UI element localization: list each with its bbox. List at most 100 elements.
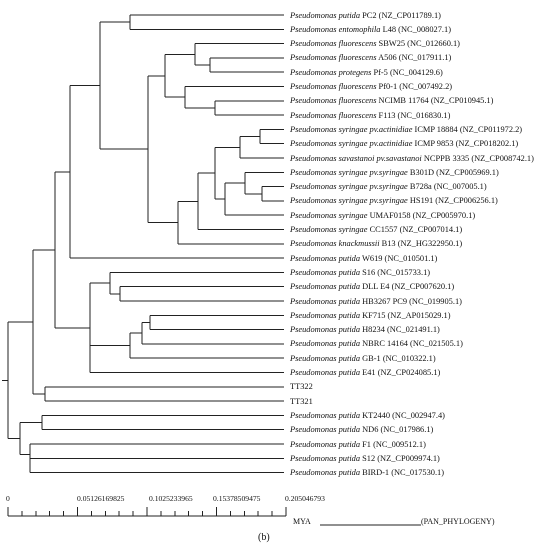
leaf-strain: KT2440 (NC_002947.4) <box>362 410 445 420</box>
leaf-taxon: Pseudomonas putida <box>290 453 361 463</box>
leaf-strain: HB3267 PC9 (NC_019905.1) <box>362 296 462 306</box>
leaf-label: Pseudomonas putida PC2 (NZ_CP011789.1) <box>290 9 441 22</box>
leaf-strain: KF715 (NZ_AP015029.1) <box>362 310 451 320</box>
leaf-label: Pseudomonas putida KT2440 (NC_002947.4) <box>290 409 445 422</box>
leaf-strain: W619 (NC_010501.1) <box>361 253 438 263</box>
leaf-taxon: Pseudomonas knackmussii <box>290 239 380 249</box>
leaf-taxon: Pseudomonas syringae <box>290 210 368 220</box>
leaf-taxon: Pseudomonas syringae pv.syringae <box>290 196 408 206</box>
leaf-taxon: Pseudomonas putida <box>290 425 361 435</box>
leaf-taxon: Pseudomonas fluorescens <box>290 39 377 49</box>
leaf-label: Pseudomonas fluorescens Pf0-1 (NC_007492… <box>290 80 452 93</box>
leaf-label: Pseudomonas putida GB-1 (NC_010322.1) <box>290 352 436 365</box>
leaf-strain: UMAF0158 (NZ_CP005970.1) <box>369 210 476 220</box>
leaf-strain: ICMP 9853 (NZ_CP018202.1) <box>414 139 519 149</box>
leaf-taxon: Pseudomonas putida <box>290 325 361 335</box>
leaf-strain: GB-1 (NC_010322.1) <box>362 353 436 363</box>
leaf-label: Pseudomonas putida H8234 (NC_021491.1) <box>290 323 440 336</box>
leaf-label: Pseudomonas putida NBRC 14164 (NC_021505… <box>290 337 463 350</box>
leaf-strain: PC2 (NZ_CP011789.1) <box>362 10 441 20</box>
leaf-label: Pseudomonas syringae pv.actinidiae ICMP … <box>290 123 522 136</box>
leaf-taxon: Pseudomonas fluorescens <box>290 53 377 63</box>
leaf-strain: ND6 (NC_017986.1) <box>362 425 434 435</box>
leaf-strain: TT321 <box>290 396 313 406</box>
leaf-label: Pseudomonas syringae UMAF0158 (NZ_CP0059… <box>290 209 475 222</box>
leaf-label: Pseudomonas syringae pv.syringae B301D (… <box>290 166 499 179</box>
leaf-taxon: Pseudomonas fluorescens <box>290 110 377 120</box>
leaf-strain: H8234 (NC_021491.1) <box>362 325 440 335</box>
leaf-strain: BIRD-1 (NC_017530.1) <box>362 468 445 478</box>
leaf-label: Pseudomonas fluorescens A506 (NC_017911.… <box>290 51 451 64</box>
leaf-strain: E41 (NZ_CP024085.1) <box>362 368 441 377</box>
leaf-taxon: Pseudomonas putida <box>290 296 361 306</box>
leaf-taxon: Pseudomonas putida <box>290 353 361 363</box>
leaf-taxon: Pseudomonas putida <box>290 468 361 478</box>
leaf-label: Pseudomonas putida F1 (NC_009512.1) <box>290 438 426 451</box>
leaf-strain: S12 (NZ_CP009974.1) <box>362 453 440 463</box>
leaf-label: Pseudomonas fluorescens F113 (NC_016830.… <box>290 109 450 122</box>
leaf-strain: TT322 <box>290 382 313 392</box>
scale-tick-label-2: 0.1025233965 <box>149 494 193 503</box>
leaf-label: Pseudomonas entomophila L48 (NC_008027.1… <box>290 23 451 36</box>
leaf-strain: A506 (NC_017911.1) <box>378 53 452 63</box>
leaf-taxon: Pseudomonas fluorescens <box>290 82 377 91</box>
leaf-taxon: Pseudomonas syringae pv.actinidiae <box>290 124 413 134</box>
leaf-taxon: Pseudomonas putida <box>290 439 361 449</box>
leaf-strain: B728a (NC_007005.1) <box>409 182 487 192</box>
leaf-label: Pseudomonas putida S16 (NC_015733.1) <box>290 266 430 279</box>
leaf-strain: DLL E4 (NZ_CP007620.1) <box>362 282 455 292</box>
scale-tick-label-1: 0.05126169825 <box>77 494 125 503</box>
leaf-label: Pseudomonas putida BIRD-1 (NC_017530.1) <box>290 466 444 479</box>
leaf-label: Pseudomonas syringae pv.syringae B728a (… <box>290 180 487 193</box>
leaf-label: Pseudomonas fluorescens SBW25 (NC_012660… <box>290 37 460 50</box>
leaf-strain: Pf-5 (NC_004129.6) <box>373 67 443 77</box>
leaf-taxon: Pseudomonas putida <box>290 10 361 20</box>
leaf-label: Pseudomonas fluorescens NCIMB 11764 (NZ_… <box>290 94 493 107</box>
leaf-strain: B13 (NZ_HG322950.1) <box>381 239 463 249</box>
leaf-strain: F113 (NC_016830.1) <box>378 110 451 120</box>
leaf-strain: HS191 (NZ_CP006256.1) <box>409 196 498 206</box>
leaf-strain: CC1557 (NZ_CP007014.1) <box>369 225 463 234</box>
leaf-strain: F1 (NC_009512.1) <box>362 439 426 449</box>
leaf-label: Pseudomonas knackmussii B13 (NZ_HG322950… <box>290 237 462 250</box>
leaf-label: Pseudomonas protegens Pf-5 (NC_004129.6) <box>290 66 443 79</box>
leaf-taxon: Pseudomonas syringae pv.syringae <box>290 182 408 192</box>
leaf-strain: NCPPB 3335 (NZ_CP008742.1) <box>423 153 534 163</box>
leaf-label: Pseudomonas putida S12 (NZ_CP009974.1) <box>290 452 440 465</box>
leaf-taxon: Pseudomonas fluorescens <box>290 96 377 106</box>
leaf-taxon: Pseudomonas syringae pv.actinidiae <box>290 139 413 149</box>
leaf-label: Pseudomonas putida E41 (NZ_CP024085.1) <box>290 366 440 379</box>
leaf-label: Pseudomonas putida ND6 (NC_017986.1) <box>290 423 433 436</box>
leaf-taxon: Pseudomonas entomophila <box>290 24 381 34</box>
leaf-label: Pseudomonas putida DLL E4 (NZ_CP007620.1… <box>290 280 454 293</box>
leaf-taxon: Pseudomonas savastanoi pv.savastanoi <box>290 153 422 163</box>
leaf-taxon: Pseudomonas putida <box>290 410 361 420</box>
leaf-taxon: Pseudomonas putida <box>290 253 361 263</box>
leaf-strain: NBRC 14164 (NC_021505.1) <box>362 339 463 349</box>
leaf-strain: L48 (NC_008027.1) <box>382 24 451 34</box>
leaf-taxon: Pseudomonas syringae pv.syringae <box>290 167 408 177</box>
leaf-strain: S16 (NC_015733.1) <box>362 267 431 277</box>
scale-tick-label-4: 0.205046793 <box>285 494 325 503</box>
leaf-label: TT321 <box>290 395 313 408</box>
leaf-label: Pseudomonas savastanoi pv.savastanoi NCP… <box>290 152 534 165</box>
leaf-taxon: Pseudomonas putida <box>290 282 361 292</box>
scale-tick-label-3: 0.15378509475 <box>213 494 261 503</box>
leaf-label: Pseudomonas putida KF715 (NZ_AP015029.1) <box>290 309 451 322</box>
leaf-label: Pseudomonas putida W619 (NC_010501.1) <box>290 252 437 265</box>
leaf-label: TT322 <box>290 380 313 393</box>
leaf-strain: Pf0-1 (NC_007492.2) <box>378 82 453 91</box>
leaf-strain: B301D (NZ_CP005969.1) <box>409 167 499 177</box>
phylogeny-method-label: (PAN_PHYLOGENY) <box>421 517 495 526</box>
leaf-taxon: Pseudomonas putida <box>290 267 361 277</box>
figure-caption: (b) <box>258 532 270 543</box>
scale-unit-label: MYA <box>293 517 311 526</box>
leaf-label: Pseudomonas syringae pv.actinidiae ICMP … <box>290 137 518 150</box>
leaf-taxon: Pseudomonas syringae <box>290 225 368 234</box>
leaf-taxon: Pseudomonas putida <box>290 368 361 377</box>
leaf-taxon: Pseudomonas putida <box>290 339 361 349</box>
leaf-strain: ICMP 18884 (NZ_CP011972.2) <box>414 124 523 134</box>
leaf-taxon: Pseudomonas protegens <box>290 67 372 77</box>
leaf-strain: SBW25 (NC_012660.1) <box>378 39 460 49</box>
